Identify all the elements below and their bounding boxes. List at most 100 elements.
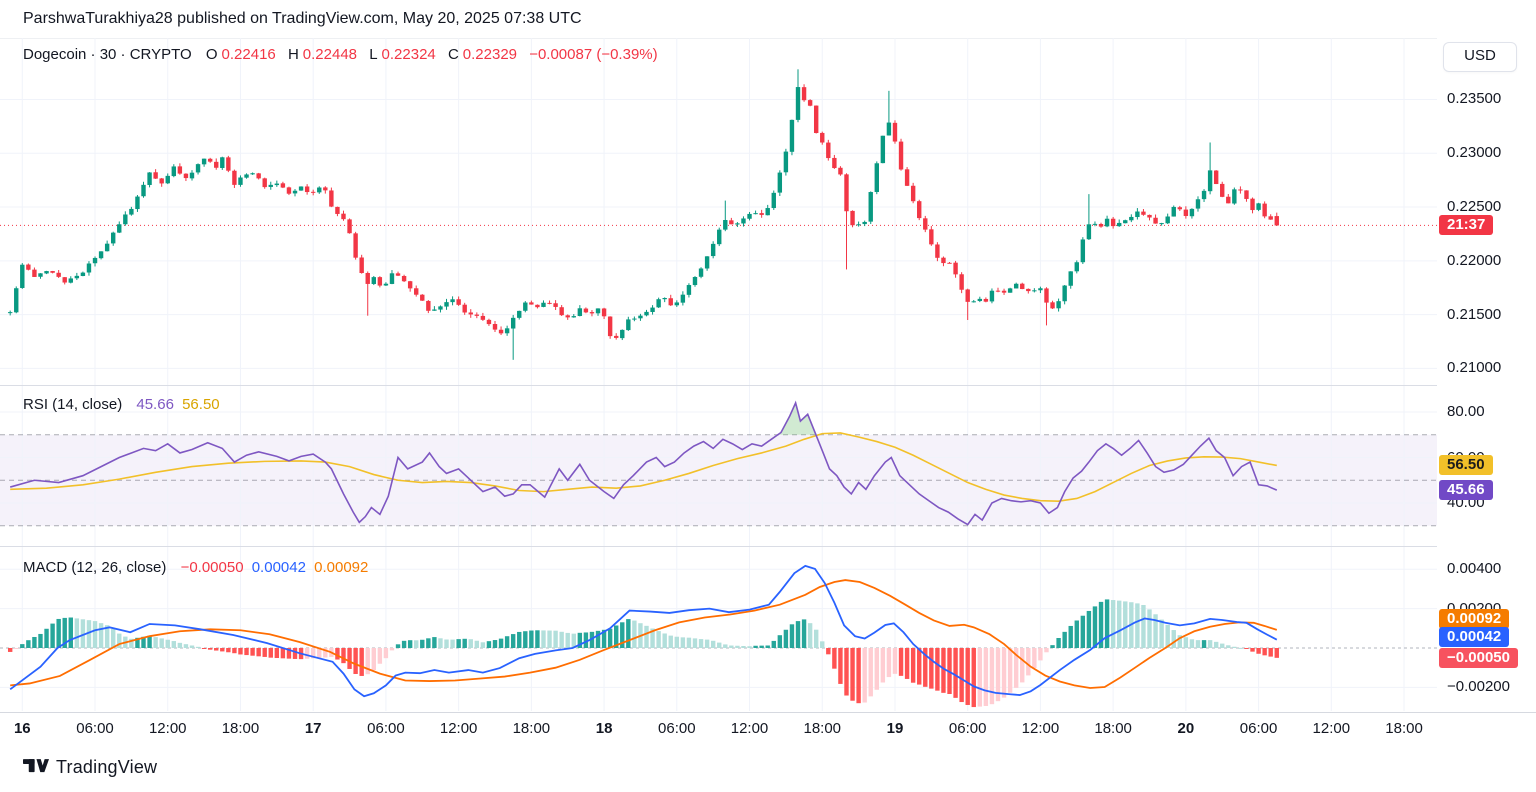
candle-body: [7, 312, 13, 314]
price-pane-canvas[interactable]: [0, 38, 1437, 385]
candle-body: [171, 166, 177, 177]
candle-body: [226, 157, 231, 171]
candle-body: [1177, 207, 1183, 210]
time-axis[interactable]: 16 06:00 12:00 18:00 17 06:00 12:00 18:00 18 06:0…: [0, 712, 1536, 747]
macd-legend: MACD (12, 26, close) −0.00050 0.00042 0.…: [23, 559, 372, 576]
candle-body: [650, 307, 655, 312]
candle-body: [632, 318, 637, 320]
price-pane-legend: Dogecoin · 30 · CRYPTO O 0.22416 H 0.22448…: [23, 46, 662, 63]
histogram-bar: [498, 638, 504, 648]
candle-body: [571, 316, 576, 318]
candle-body: [1201, 190, 1207, 200]
candle-body: [86, 263, 92, 273]
histogram-bar: [383, 647, 389, 659]
histogram-bar: [420, 639, 425, 648]
candle-body: [795, 87, 801, 120]
time-axis-label: 16: [13, 720, 31, 737]
candle-body: [777, 172, 783, 193]
candle-body: [1141, 211, 1146, 215]
footer: TradingView: [0, 745, 1536, 792]
histogram-bar: [650, 628, 655, 648]
histogram-bar: [1238, 647, 1243, 649]
candle-body: [1104, 218, 1110, 227]
histogram-bar: [844, 647, 849, 696]
candle-body: [965, 289, 970, 302]
time-axis-label: 12:00: [148, 720, 187, 737]
macd-pane-canvas[interactable]: [0, 547, 1437, 711]
histogram-bar: [226, 647, 231, 653]
publish-info: ParshwaTurakhiya28 published on TradingV…: [23, 10, 582, 27]
rsi-legend: RSI (14, close) 45.66 56.50: [23, 396, 224, 413]
candle-body: [741, 218, 746, 224]
candle-body: [498, 329, 504, 334]
histogram-bar: [244, 647, 249, 656]
candle-body: [607, 316, 613, 337]
currency-toggle-button[interactable]: USD: [1443, 42, 1517, 72]
candle-body: [432, 309, 437, 311]
candle-body: [38, 273, 43, 277]
candle-body: [20, 264, 25, 288]
pane-separator[interactable]: [0, 385, 1437, 386]
histogram-bar: [1098, 601, 1104, 648]
candle-body: [1026, 288, 1031, 292]
histogram-bar: [692, 638, 698, 648]
macd-hist-badge: −0.00050: [1439, 647, 1518, 668]
histogram-bar: [1213, 641, 1219, 648]
candle-body: [341, 213, 346, 220]
histogram-bar: [401, 640, 407, 648]
candle-body: [317, 187, 322, 193]
histogram-bar: [1195, 640, 1201, 648]
candle-body: [92, 257, 98, 264]
histogram-bar: [595, 630, 601, 648]
candle-body: [147, 172, 152, 185]
candle-body: [377, 277, 383, 286]
candle-body: [680, 294, 686, 303]
candle-body: [456, 299, 461, 305]
macd-line: [9, 564, 1278, 698]
histogram-bar: [868, 647, 873, 697]
histogram-bar: [104, 625, 110, 648]
histogram-bar: [917, 647, 922, 685]
histogram-bar: [323, 647, 328, 658]
histogram-bar: [395, 644, 401, 648]
candle-body: [880, 135, 886, 164]
histogram-bar: [407, 640, 413, 648]
candle-body: [1074, 262, 1079, 272]
pane-separator[interactable]: [0, 546, 1437, 547]
histogram-bar: [317, 647, 322, 658]
histogram-bar: [929, 647, 934, 689]
plot-area[interactable]: Dogecoin · 30 · CRYPTO O 0.22416 H 0.22448…: [0, 38, 1438, 712]
histogram-bar: [1086, 610, 1092, 648]
candle-body: [111, 232, 116, 244]
candle-body: [420, 294, 425, 301]
histogram-bar: [444, 639, 449, 648]
candle-body: [159, 178, 164, 184]
histogram-bar: [1256, 647, 1261, 654]
histogram-bar: [414, 640, 419, 648]
histogram-bar: [280, 647, 286, 659]
price-axis[interactable]: USD 0.23500 0.23000 0.22500 0.22000 0.21500 0…: [1437, 38, 1536, 712]
candle-body: [304, 186, 310, 193]
histogram-bar: [529, 630, 534, 648]
histogram-bar: [286, 647, 292, 659]
histogram-bar: [662, 633, 667, 648]
candle-body: [1086, 224, 1092, 240]
candle-body: [874, 163, 879, 192]
candle-body: [941, 257, 946, 264]
candle-body: [892, 122, 898, 142]
histogram-bar: [92, 621, 98, 648]
histogram-bar: [504, 636, 510, 648]
candle-body: [510, 317, 516, 329]
candle-body: [177, 166, 183, 174]
histogram-bar: [1274, 647, 1279, 658]
histogram-bar: [553, 630, 558, 648]
rsi-pane-canvas[interactable]: [0, 386, 1437, 546]
tradingview-link[interactable]: TradingView: [23, 757, 157, 778]
candle-body: [1262, 203, 1267, 217]
candle-body: [747, 213, 752, 219]
histogram-bar: [656, 631, 661, 648]
candle-body: [1226, 196, 1231, 204]
candle-body: [104, 243, 110, 252]
candle-body: [1013, 283, 1019, 289]
candle-body: [662, 298, 667, 300]
